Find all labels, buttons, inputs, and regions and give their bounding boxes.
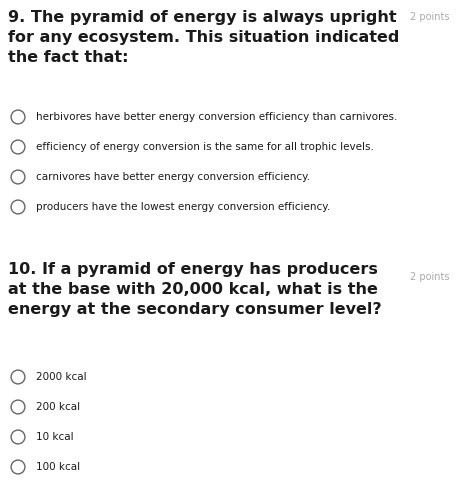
Text: 2 points: 2 points	[409, 12, 449, 22]
Text: 9. The pyramid of energy is always upright
for any ecosystem. This situation ind: 9. The pyramid of energy is always uprig…	[8, 10, 399, 65]
Text: 2000 kcal: 2000 kcal	[36, 372, 87, 382]
Text: efficiency of energy conversion is the same for all trophic levels.: efficiency of energy conversion is the s…	[36, 142, 374, 152]
Text: herbivores have better energy conversion efficiency than carnivores.: herbivores have better energy conversion…	[36, 112, 398, 122]
Text: 2 points: 2 points	[409, 272, 449, 282]
Text: 10. If a pyramid of energy has producers
at the base with 20,000 kcal, what is t: 10. If a pyramid of energy has producers…	[8, 262, 382, 317]
Text: carnivores have better energy conversion efficiency.: carnivores have better energy conversion…	[36, 172, 310, 182]
Text: 10 kcal: 10 kcal	[36, 432, 74, 442]
Text: 100 kcal: 100 kcal	[36, 462, 80, 472]
Text: producers have the lowest energy conversion efficiency.: producers have the lowest energy convers…	[36, 202, 330, 212]
Text: 200 kcal: 200 kcal	[36, 402, 80, 412]
